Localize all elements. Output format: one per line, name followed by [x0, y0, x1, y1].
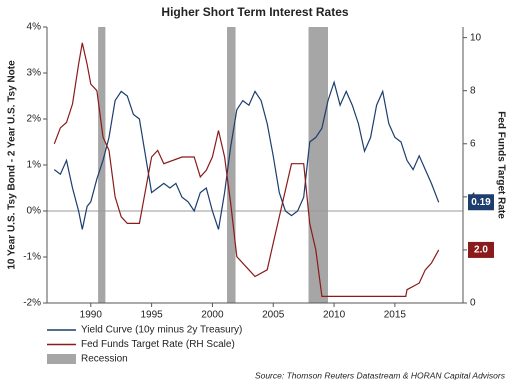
- x-tick-label: 2015: [384, 310, 407, 321]
- y-axis-label: 10 Year U.S. Tsy Bond - 2 Year U.S. Tsy …: [7, 60, 18, 270]
- y2-axis-label: Fed Funds Target Rate: [495, 111, 506, 219]
- end-label: 2.0: [474, 245, 488, 256]
- source-note: Source: Thomson Reuters Datastream & HOR…: [255, 370, 506, 380]
- legend-swatch: [47, 354, 76, 364]
- y2-tick-label: 0: [470, 298, 476, 309]
- end-label-box: [468, 241, 494, 258]
- x-tick-label: 1990: [80, 310, 103, 321]
- y-tick-label: -2%: [23, 298, 41, 309]
- legend-label: Recession: [81, 354, 128, 365]
- chart-title: Higher Short Term Interest Rates: [161, 5, 348, 19]
- y2-tick-label: 6: [470, 138, 476, 149]
- x-tick-label: 2010: [323, 310, 346, 321]
- legend-label: Yield Curve (10y minus 2y Treasury): [81, 325, 242, 336]
- y-tick-label: 2%: [27, 114, 42, 125]
- x-tick-label: 2005: [262, 310, 285, 321]
- y-tick-label: 4%: [27, 22, 42, 33]
- x-tick-label: 1995: [140, 310, 163, 321]
- y-tick-label: 3%: [27, 68, 42, 79]
- legend-label: Fed Funds Target Rate (RH Scale): [81, 339, 235, 350]
- y-tick-label: -1%: [23, 252, 41, 263]
- recession-band: [227, 27, 236, 303]
- y-tick-label: 1%: [27, 160, 42, 171]
- y-tick-label: 0%: [27, 206, 42, 217]
- end-label-box: [468, 194, 494, 211]
- y2-tick-label: 10: [470, 32, 482, 43]
- end-label: 0.19: [471, 197, 491, 208]
- series-line: [53, 80, 440, 230]
- y2-tick-label: 8: [470, 85, 476, 96]
- series-line: [53, 42, 440, 297]
- x-tick-label: 2000: [201, 310, 224, 321]
- recession-band: [308, 27, 328, 303]
